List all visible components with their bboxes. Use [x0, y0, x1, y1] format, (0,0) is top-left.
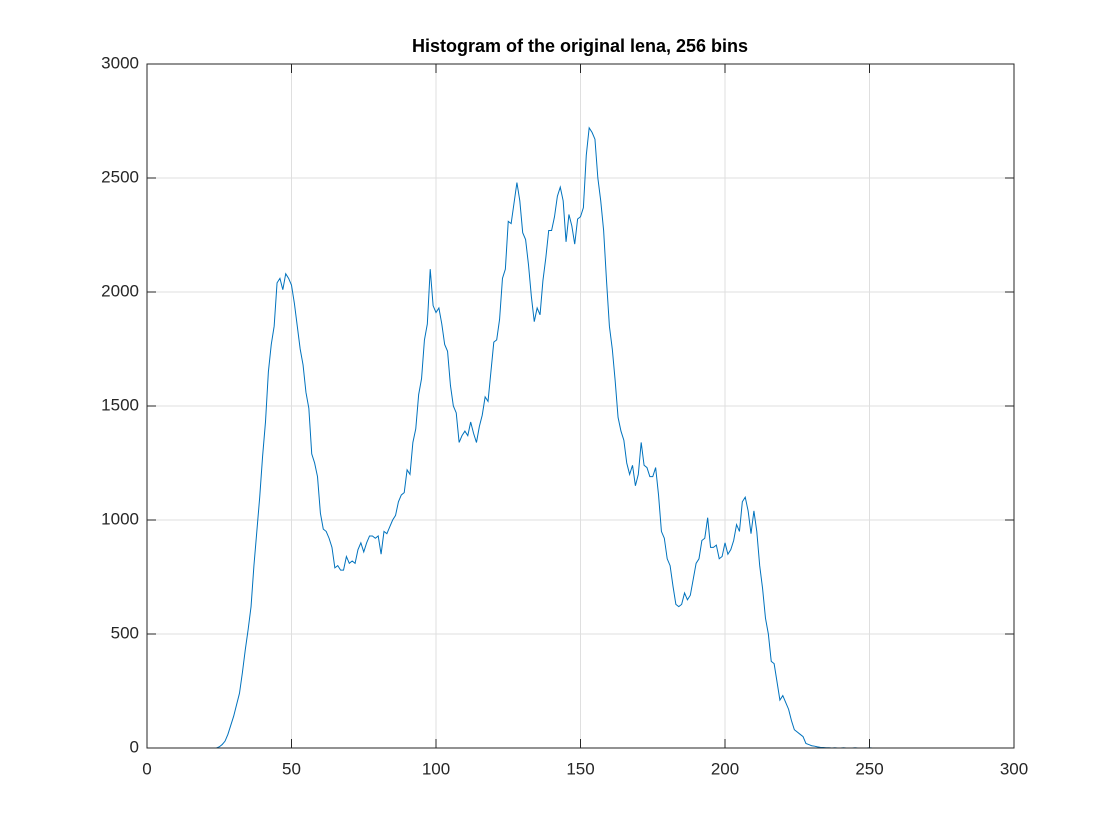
data-line: [147, 126, 884, 749]
y-tick-label: 1500: [101, 395, 139, 414]
y-tick-label: 500: [111, 623, 139, 642]
chart-title: Histogram of the original lena, 256 bins: [412, 36, 748, 56]
x-tick-label: 150: [566, 759, 594, 778]
y-tick-label: 1000: [101, 509, 139, 528]
plot-area: [147, 126, 884, 749]
y-tick-label: 2000: [101, 281, 139, 300]
x-tick-label: 250: [855, 759, 883, 778]
y-tick-label: 2500: [101, 167, 139, 186]
ticks: 0 50 100 150 200 250 3000500100015002000250030…: [101, 53, 1028, 778]
y-tick-label: 3000: [101, 53, 139, 72]
x-tick-label: 100: [422, 759, 450, 778]
x-tick-label: 200: [711, 759, 739, 778]
y-tick-label: 0: [130, 737, 139, 756]
x-tick-label: 300: [1000, 759, 1028, 778]
x-tick-label: 50: [282, 759, 301, 778]
x-tick-label: 0: [142, 759, 151, 778]
